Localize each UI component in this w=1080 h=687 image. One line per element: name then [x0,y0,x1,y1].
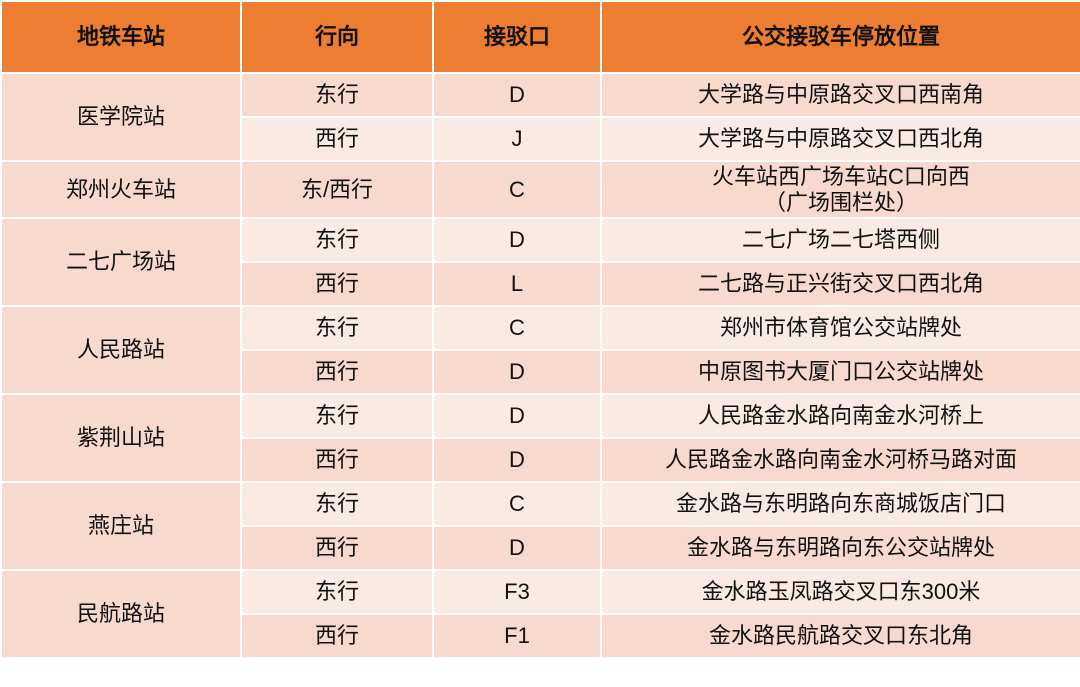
exit-cell: D [432,437,602,483]
exit-cell: C [432,160,602,219]
location-cell: 郑州市体育馆公交站牌处 [600,305,1080,351]
exit-cell: D [432,217,602,263]
table-row: 民航路站 东行 F3 金水路玉凤路交叉口东300米 [0,569,1080,659]
station-name: 燕庄站 [0,481,242,571]
table-row: 郑州火车站 东/西行 C 火车站西广场车站C口向西 （广场围栏处） [0,160,1080,219]
table-row: 燕庄站 东行 C 金水路与东明路向东商城饭店门口 [0,481,1080,571]
exit-cell: D [432,349,602,395]
location-cell: 火车站西广场车站C口向西 （广场围栏处） [600,160,1080,219]
table-row: 二七广场站 东行 D 二七广场二七塔西侧 [0,217,1080,307]
exit-cell: C [432,305,602,351]
header-row: 地铁车站 行向 接驳口 公交接驳车停放位置 [0,0,1080,74]
direction-cell: 东行 [240,481,434,527]
location-line-2: （广场围栏处） [763,189,918,215]
location-cell: 金水路民航路交叉口东北角 [600,613,1080,659]
table-row: 医学院站 东行 D 大学路与中原路交叉口西南角 [0,72,1080,162]
location-cell: 大学路与中原路交叉口西南角 [600,72,1080,118]
table-row: 西行 D 中原图书大厦门口公交站牌处 [1,349,1080,395]
exit-cell: D [432,525,602,571]
exit-cell: L [432,261,602,307]
exit-cell: F3 [432,569,602,615]
location-cell: 金水路玉凤路交叉口东300米 [600,569,1080,615]
direction-cell: 东行 [240,305,434,351]
station-name: 郑州火车站 [0,160,242,219]
location-cell: 人民路金水路向南金水河桥上 [600,393,1080,439]
exit-cell: C [432,481,602,527]
transfer-table: 地铁车站 行向 接驳口 公交接驳车停放位置 医学院站 东行 D 大学路与中原路交叉口西… [0,0,1080,659]
exit-cell: D [432,393,602,439]
location-cell: 人民路金水路向南金水河桥马路对面 [600,437,1080,483]
location-cell: 大学路与中原路交叉口西北角 [600,116,1080,162]
station-name: 人民路站 [0,305,242,395]
exit-cell: D [432,72,602,118]
exit-cell: J [432,116,602,162]
table-row: 西行 D 人民路金水路向南金水河桥马路对面 [1,437,1080,483]
direction-cell: 东/西行 [240,160,434,219]
direction-cell: 东行 [240,72,434,118]
direction-cell: 西行 [240,349,434,395]
direction-cell: 东行 [240,393,434,439]
station-name: 二七广场站 [0,217,242,307]
location-cell: 中原图书大厦门口公交站牌处 [600,349,1080,395]
header-location: 公交接驳车停放位置 [600,0,1080,74]
direction-cell: 西行 [240,525,434,571]
header-exit: 接驳口 [432,0,602,74]
direction-cell: 东行 [240,217,434,263]
location-line-1: 火车站西广场车站C口向西 [712,163,970,189]
table-row: 人民路站 东行 C 郑州市体育馆公交站牌处 [0,305,1080,395]
station-name: 民航路站 [0,569,242,659]
table-row: 西行 L 二七路与正兴街交叉口西北角 [1,261,1080,307]
table-row: 西行 D 金水路与东明路向东公交站牌处 [1,525,1080,571]
exit-cell: F1 [432,613,602,659]
station-name: 紫荆山站 [0,393,242,483]
direction-cell: 西行 [240,437,434,483]
location-cell: 二七路与正兴街交叉口西北角 [600,261,1080,307]
station-name: 医学院站 [0,72,242,162]
direction-cell: 西行 [240,261,434,307]
table-row: 西行 J 大学路与中原路交叉口西北角 [1,116,1080,162]
table-row: 紫荆山站 东行 D 人民路金水路向南金水河桥上 [0,393,1080,483]
direction-cell: 东行 [240,569,434,615]
location-cell: 金水路与东明路向东商城饭店门口 [600,481,1080,527]
location-cell: 金水路与东明路向东公交站牌处 [600,525,1080,571]
location-cell: 二七广场二七塔西侧 [600,217,1080,263]
header-direction: 行向 [240,0,434,74]
direction-cell: 西行 [240,116,434,162]
table-row: 西行 F1 金水路民航路交叉口东北角 [1,613,1080,659]
header-station: 地铁车站 [0,0,242,74]
direction-cell: 西行 [240,613,434,659]
